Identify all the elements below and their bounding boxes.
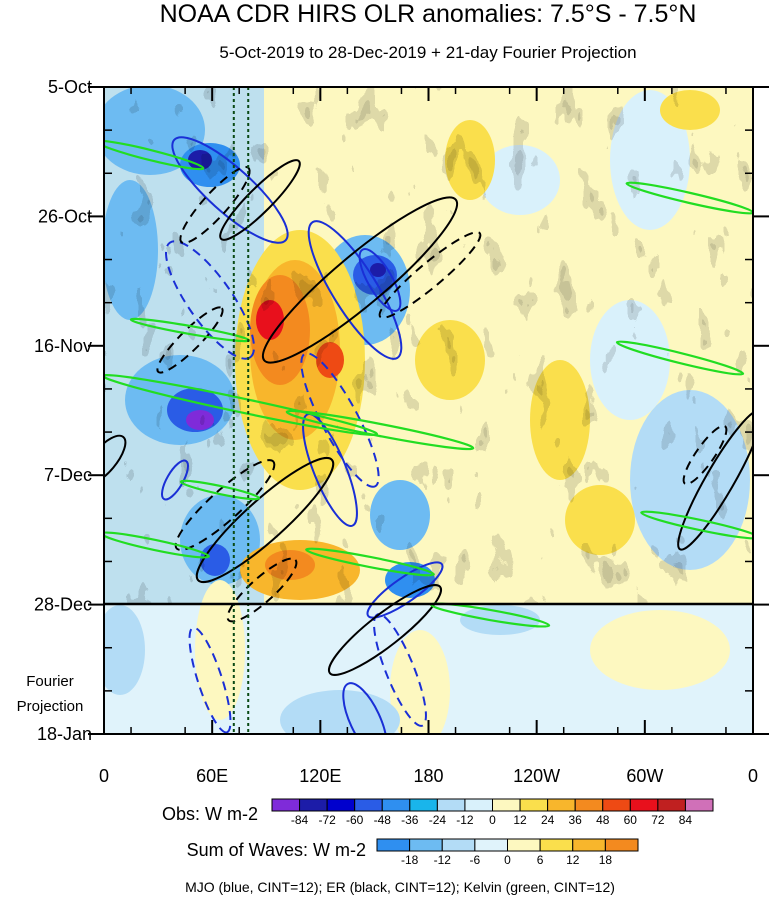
projection-label-line2: Projection (17, 698, 84, 715)
y-tick-label: 5-Oct (48, 77, 92, 97)
colorbar-swatch (602, 798, 631, 812)
waves-colorbar: -18 -12 -6 0 6 12 18 (376, 838, 639, 867)
colorbar-swatch (409, 798, 438, 812)
colorbar-swatch (519, 798, 549, 812)
y-tick-label: 16-Nov (34, 336, 92, 356)
colorbar-level: -60 (346, 813, 364, 827)
colorbar-level: -6 (470, 853, 481, 867)
colorbar-swatch (572, 838, 606, 852)
colorbar-level: 84 (679, 813, 693, 827)
colorbar-level: 6 (537, 853, 544, 867)
y-tick-label: 28-Dec (34, 595, 92, 615)
colorbar-swatch (507, 838, 541, 852)
colorbar-level: -72 (318, 813, 336, 827)
colorbar-swatch (604, 838, 639, 852)
y-tick-label: 7-Dec (44, 465, 92, 485)
projection-anomaly-field (104, 580, 730, 734)
obs-colorbar: -84 -72 -60 -48 -36 -24 -12 0 12 24 36 48 60 72 84 (271, 798, 714, 827)
colorbar-swatch (381, 798, 411, 812)
plot-area (104, 87, 753, 734)
colorbar-level: 48 (596, 813, 610, 827)
waves-colorbar-label: Sum of Waves: W m-2 (187, 840, 366, 860)
colorbar-swatch (409, 838, 443, 852)
contour-legend: MJO (blue, CINT=12); ER (black, CINT=12)… (185, 879, 615, 895)
x-tick-label: 60W (626, 766, 663, 786)
er-contours (104, 159, 753, 676)
x-tick-label: 120W (513, 766, 560, 786)
colorbar-swatch (271, 798, 301, 812)
colorbar-level: -18 (401, 853, 419, 867)
x-tick-label: 60E (196, 766, 228, 786)
colorbar-swatch (326, 798, 356, 812)
obs-colorbar-label: Obs: W m-2 (162, 804, 258, 824)
colorbar-level: 0 (489, 813, 496, 827)
colorbar-level: 60 (624, 813, 638, 827)
kelvin-contours (104, 139, 753, 628)
colorbar-level: 12 (513, 813, 527, 827)
chart-title: NOAA CDR HIRS OLR anomalies: 7.5°S - 7.5… (160, 0, 697, 28)
colorbar-level: -48 (374, 813, 392, 827)
colorbar-swatch (574, 798, 604, 812)
x-tick-label: 180 (413, 766, 443, 786)
colorbar-swatch (539, 838, 574, 852)
chart-subtitle: 5-Oct-2019 to 28-Dec-2019 + 21-day Fouri… (219, 43, 636, 62)
colorbar-swatch (684, 798, 714, 812)
mjo-contours (161, 136, 444, 734)
colorbar-swatch (436, 798, 466, 812)
colorbar-swatch (464, 798, 493, 812)
colorbar-level: -36 (401, 813, 419, 827)
colorbar-level: 36 (569, 813, 583, 827)
colorbar-swatch (547, 798, 576, 812)
x-tick-label: 0 (748, 766, 758, 786)
colorbar-level: 24 (541, 813, 555, 827)
colorbar-swatch (474, 838, 508, 852)
colorbar-swatch (441, 838, 476, 852)
colorbar-swatch (376, 838, 411, 852)
y-tick-label: 18-Jan (37, 724, 92, 744)
x-axis: 0 60E 120E 180 120W 60W 0 (99, 87, 758, 786)
colorbar-level: -84 (291, 813, 309, 827)
colorbar-level: -12 (434, 853, 452, 867)
colorbar-level: 18 (599, 853, 613, 867)
y-minor-ticks (104, 129, 753, 692)
colorbar-level: 12 (566, 853, 580, 867)
x-tick-label: 0 (99, 766, 109, 786)
colorbar-swatch (629, 798, 659, 812)
colorbar-swatch (492, 798, 521, 812)
colorbar-level: 0 (504, 853, 511, 867)
colorbar-swatch (299, 798, 328, 812)
colorbar-swatch (354, 798, 383, 812)
obs-texture (104, 87, 753, 604)
colorbar-level: -24 (429, 813, 447, 827)
x-tick-label: 120E (299, 766, 341, 786)
y-tick-label: 26-Oct (38, 206, 92, 226)
colorbar-swatch (657, 798, 686, 812)
projection-label-line1: Fourier (26, 673, 74, 690)
y-axis: 5-Oct 26-Oct 16-Nov 7-Dec 28-Dec 18-Jan (34, 77, 769, 744)
colorbar-level: 72 (651, 813, 665, 827)
colorbar-level: -12 (456, 813, 474, 827)
